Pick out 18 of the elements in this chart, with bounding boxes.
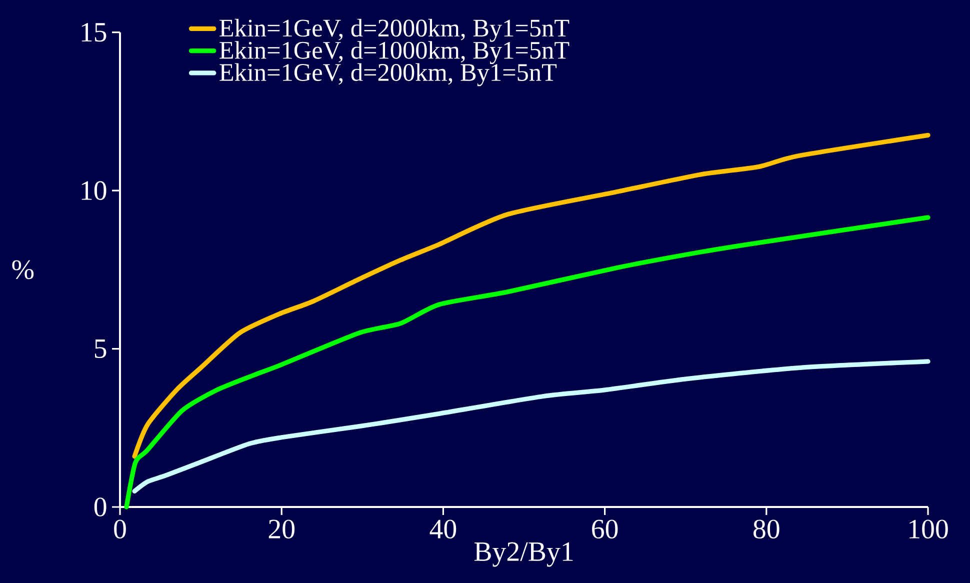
x-tick-label: 40 (430, 520, 456, 539)
legend-label: Ekin=1GeV, d=2000km, By1=5nT (220, 18, 570, 42)
y-tick-label: 0 (94, 498, 106, 516)
x-tick-label: 0 (114, 520, 126, 539)
x-tick-label: 20 (268, 520, 294, 539)
line-series (132, 359, 930, 494)
y-axis-title: % (12, 260, 34, 280)
line-series (132, 132, 930, 459)
y-tick-label: 10 (82, 181, 106, 200)
x-tick-label: 60 (592, 520, 618, 539)
legend-label: Ekin=1GeV, d=200km, By1=5nT (220, 63, 557, 86)
x-axis-title: By2/By1 (474, 542, 573, 567)
y-tick-label: 5 (94, 340, 106, 358)
x-tick-label: 100 (910, 520, 948, 539)
legend-label: Ekin=1GeV, d=1000km, By1=5nT (220, 41, 570, 64)
line-series (124, 215, 930, 510)
y-tick-label: 15 (82, 22, 106, 42)
x-tick-label: 80 (754, 520, 780, 539)
